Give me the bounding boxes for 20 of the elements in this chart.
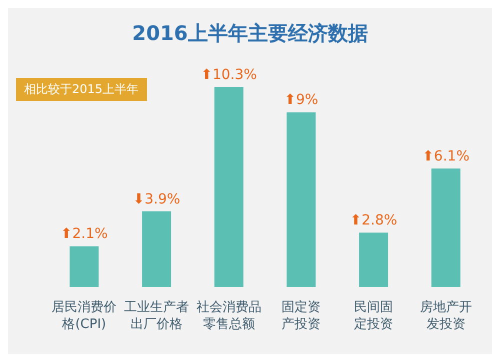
bar	[431, 168, 460, 287]
x-tick-label: 民间固定投资	[354, 300, 393, 332]
x-tick-label: 固定资产投资	[282, 300, 321, 332]
x-tick-label: 房地产开发投资	[420, 299, 472, 332]
data-label: ⬆2.1%	[60, 226, 108, 242]
bar	[359, 232, 388, 287]
bar	[70, 246, 99, 287]
data-label: ⬆2.8%	[350, 212, 398, 229]
bar	[286, 112, 316, 287]
bar	[142, 211, 172, 287]
data-label: ⬆6.1%	[422, 148, 470, 165]
x-tick-label: 社会消费品零售总额	[196, 300, 262, 332]
chart-title: 2016上半年主要经济数据	[131, 20, 369, 47]
data-label: ⬆9%	[284, 92, 318, 108]
data-label: ⬇3.9%	[132, 191, 180, 208]
bar	[214, 87, 244, 287]
annotation: 相比较于2015上半年	[16, 78, 147, 101]
data-label: ⬆10.3%	[200, 67, 257, 83]
x-tick-label: 工业生产者出厂价格	[124, 300, 189, 332]
x-tick-label: 居民消费价格(CPI)	[52, 300, 117, 332]
